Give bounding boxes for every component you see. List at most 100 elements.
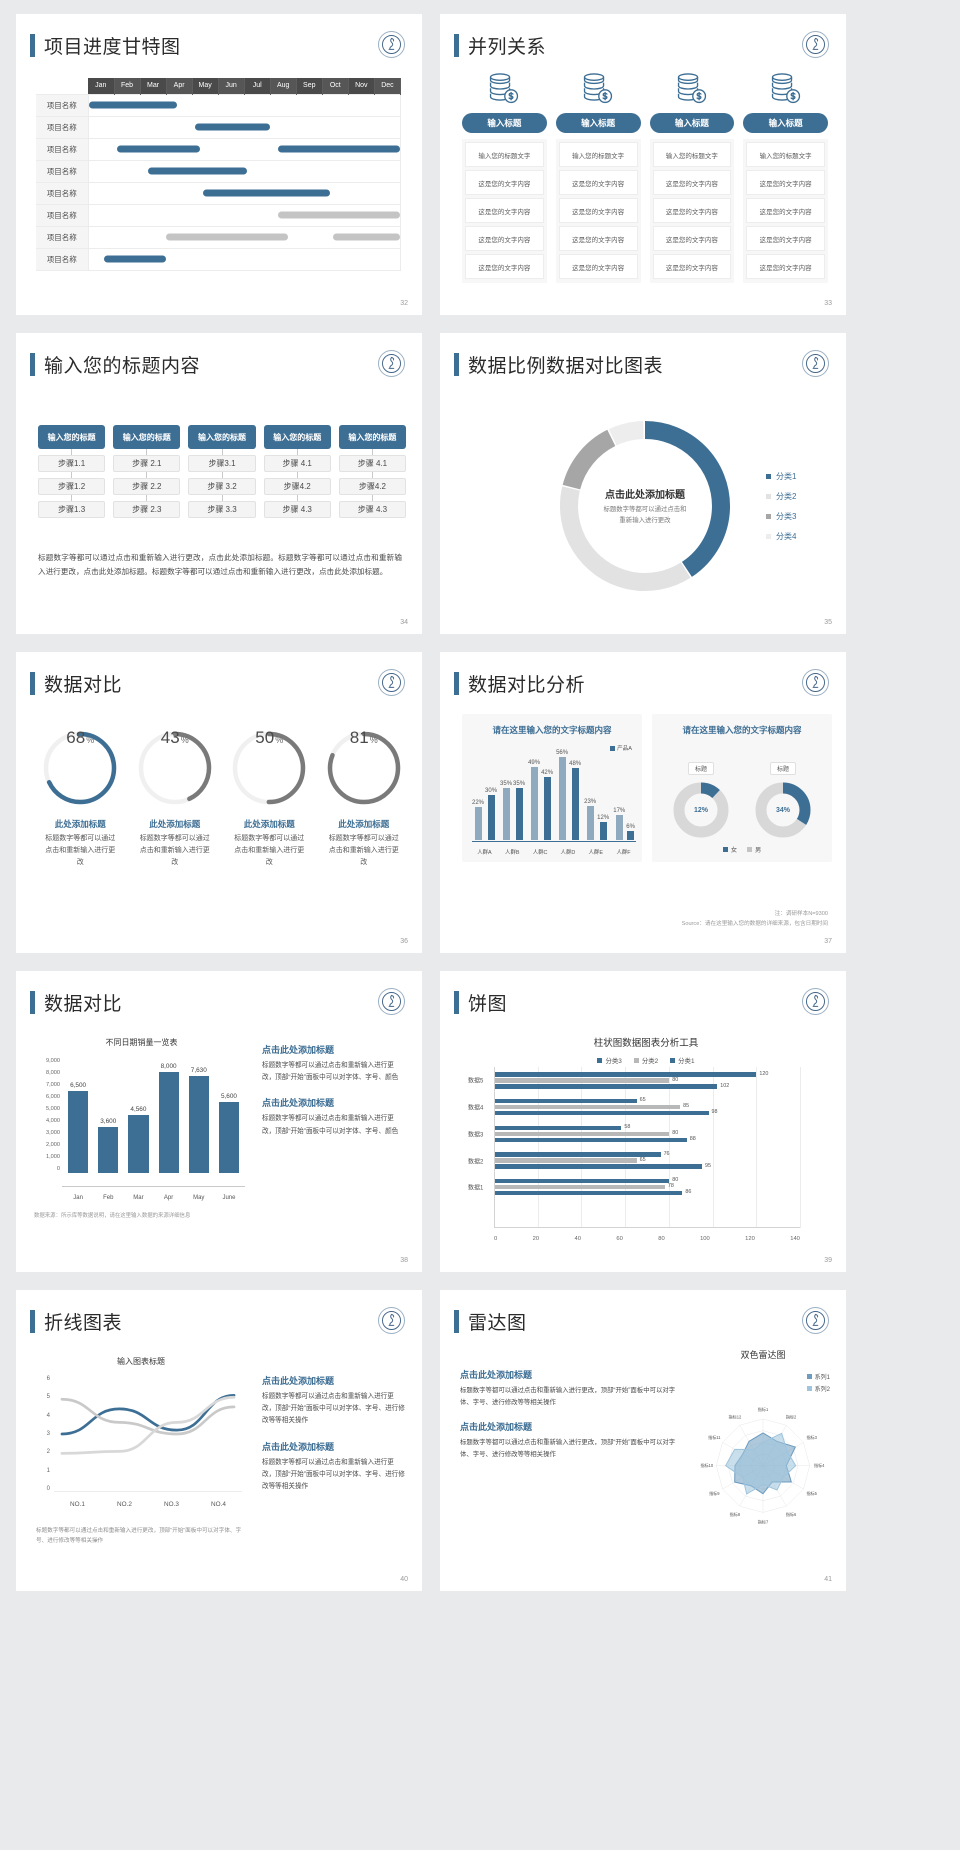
content-cell[interactable]: 这是您的文字内容 — [746, 226, 825, 251]
bar[interactable] — [627, 831, 635, 840]
block-heading[interactable]: 点击此处添加标题 — [262, 1376, 335, 1386]
step-item[interactable]: 步骤1.2 — [38, 478, 106, 495]
gantt-bar[interactable] — [148, 167, 247, 175]
step-column-header[interactable]: 输入您的标题 — [188, 425, 256, 449]
bar[interactable] — [515, 787, 523, 840]
content-cell[interactable]: 这是您的文字内容 — [465, 198, 544, 223]
slide-parallel-relation[interactable]: 并列关系 输入标题 输入您的标题文字 这是您的文字内容 这是您的文字内容 这是您的文字内… — [440, 14, 846, 315]
mini-donut-chip[interactable]: 标题 — [687, 762, 714, 775]
legend-item[interactable]: 男 — [747, 845, 761, 854]
step-item[interactable]: 步骤1.3 — [38, 501, 106, 518]
block-heading[interactable]: 点击此处添加标题 — [262, 1098, 335, 1109]
content-cell[interactable]: 输入您的标题文字 — [558, 142, 638, 167]
legend-item[interactable]: 女 — [722, 845, 737, 854]
line-series[interactable] — [60, 1397, 236, 1436]
line-series[interactable] — [60, 1393, 236, 1436]
slide-column-chart[interactable]: 数据对比 不同日期销量一览表 9,000 8,000 7,000 6,000 5,000… — [16, 971, 422, 1272]
step-item[interactable]: 步骤4.2 — [263, 478, 331, 495]
content-cell[interactable]: 这是您的文字内容 — [465, 226, 544, 251]
bar[interactable] — [502, 787, 510, 840]
column-pill-title[interactable]: 输入标题 — [555, 113, 641, 133]
step-item[interactable]: 步骤 2.3 — [113, 501, 181, 518]
gantt-bar[interactable] — [104, 255, 167, 263]
bar[interactable] — [474, 807, 482, 840]
bar[interactable]: 6,500 — [68, 1082, 89, 1173]
bar[interactable] — [495, 1158, 637, 1163]
content-cell[interactable]: 输入您的标题文字 — [652, 142, 732, 167]
bar[interactable] — [495, 1098, 637, 1104]
block-heading[interactable]: 点击此处添加标题 — [262, 1441, 335, 1452]
legend-item[interactable]: 系列1 — [806, 1372, 830, 1381]
mini-donut-slice[interactable] — [673, 782, 729, 838]
bar[interactable] — [487, 795, 495, 840]
bar[interactable] — [495, 1104, 681, 1110]
content-cell[interactable]: 这是您的文字内容 — [652, 254, 732, 279]
content-cell[interactable]: 这是您的文字内容 — [558, 254, 638, 279]
step-item[interactable]: 步骤1.1 — [38, 455, 106, 472]
column-pill-title[interactable]: 输入标题 — [462, 113, 547, 133]
step-item[interactable]: 步骤4.2 — [338, 478, 407, 495]
content-cell[interactable]: 这是您的文字内容 — [558, 198, 638, 223]
content-cell[interactable]: 这是您的文字内容 — [652, 170, 732, 195]
column-pill-title[interactable]: 输入标题 — [649, 113, 735, 133]
slide-gantt[interactable]: 项目进度甘特图 Jan Feb Mar Apr May Jun Jul Aug Sep Oct No… — [16, 14, 422, 315]
content-cell[interactable]: 这是您的文字内容 — [746, 170, 825, 195]
legend-item[interactable]: 系列2 — [806, 1384, 830, 1393]
content-cell[interactable]: 这是您的文字内容 — [746, 254, 825, 279]
bar[interactable] — [615, 814, 623, 840]
block-heading[interactable]: 点击此处添加标题 — [460, 1370, 533, 1380]
step-column-header[interactable]: 输入您的标题 — [113, 425, 181, 449]
legend-item[interactable]: 分类3 — [597, 1056, 622, 1065]
bar[interactable]: 8,000 — [158, 1063, 179, 1173]
gantt-bar[interactable] — [277, 211, 400, 219]
step-column-header[interactable]: 输入您的标题 — [38, 425, 106, 449]
step-column-header[interactable]: 输入您的标题 — [338, 425, 407, 449]
bar[interactable]: 7,630 — [188, 1067, 209, 1173]
slide-compare-analysis[interactable]: 数据对比分析 请在这里输入您的文字标题内容 产品A 22% 30% 35% 35% 49… — [440, 652, 846, 953]
bar[interactable] — [530, 766, 538, 840]
step-item[interactable]: 步骤 3.3 — [188, 501, 256, 518]
bar[interactable]: 3,600 — [98, 1118, 119, 1173]
ring-title[interactable]: 此处添加标题 — [338, 819, 390, 829]
step-item[interactable]: 步骤 4.1 — [338, 455, 407, 472]
ring-title[interactable]: 此处添加标题 — [149, 819, 201, 829]
bar[interactable] — [495, 1137, 687, 1143]
bar[interactable] — [495, 1178, 670, 1184]
legend-item[interactable]: 分类2 — [766, 491, 796, 502]
bar[interactable] — [495, 1184, 665, 1190]
bar[interactable] — [495, 1190, 683, 1196]
bar[interactable] — [495, 1072, 757, 1077]
bar[interactable] — [495, 1125, 622, 1131]
legend-item[interactable]: 分类1 — [766, 471, 796, 482]
slide-donut-proportion[interactable]: 数据比例数据对比图表 点击此处添加标题 标题数字等都可以通过点击和 重新输入进行更… — [440, 333, 846, 634]
content-cell[interactable]: 这是您的文字内容 — [465, 254, 544, 279]
mini-donut-chip[interactable]: 标题 — [769, 762, 796, 775]
slide-ring-compare[interactable]: 数据对比 68% 此处添加标题 标题数字等都可以通过点击和重新输入进行更改 43% 此… — [16, 652, 422, 953]
step-item[interactable]: 步骤 2.2 — [113, 478, 181, 495]
donut-slice[interactable] — [550, 411, 740, 601]
gantt-bar[interactable] — [117, 145, 201, 153]
bar[interactable] — [495, 1164, 702, 1169]
bar[interactable] — [599, 822, 607, 840]
content-cell[interactable]: 这是您的文字内容 — [558, 170, 638, 195]
step-item[interactable]: 步骤3.1 — [188, 455, 256, 472]
bar[interactable] — [558, 757, 566, 840]
gantt-bar[interactable] — [202, 189, 330, 197]
step-item[interactable]: 步骤 4.3 — [338, 501, 407, 518]
gantt-bar[interactable] — [277, 145, 400, 153]
donut-slice[interactable] — [559, 420, 731, 592]
content-cell[interactable]: 这是您的文字内容 — [465, 170, 544, 195]
step-item[interactable]: 步骤 4.3 — [263, 501, 331, 518]
bar[interactable] — [495, 1084, 718, 1089]
line-series[interactable] — [60, 1395, 236, 1455]
step-item[interactable]: 步骤 2.1 — [113, 455, 181, 472]
slide-horizontal-bar-chart[interactable]: 饼图 柱状图数据图表分析工具 分类3 分类2 分类1 数据5 120 80 102 数据4 6… — [440, 971, 846, 1272]
gantt-bar[interactable] — [332, 233, 400, 241]
slide-line-chart[interactable]: 折线图表 输入图表标题 6 5 4 3 2 1 0 NO.1 NO.2 NO.3 NO.4 标题数… — [16, 1290, 422, 1591]
bar[interactable] — [495, 1152, 661, 1157]
content-cell[interactable]: 输入您的标题文字 — [746, 142, 825, 167]
gantt-bar[interactable] — [194, 123, 271, 131]
bar[interactable] — [495, 1131, 670, 1137]
bar[interactable] — [495, 1110, 709, 1116]
mini-donut-slice[interactable] — [755, 782, 811, 838]
